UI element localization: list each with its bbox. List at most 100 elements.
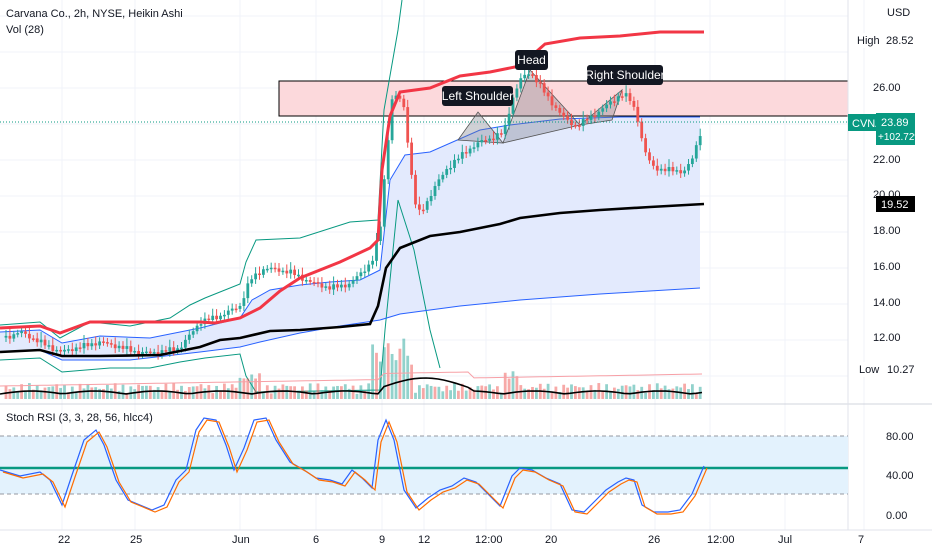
candle-body xyxy=(597,111,601,118)
candle-body xyxy=(620,96,624,98)
volume-bar xyxy=(145,385,148,399)
volume-bar xyxy=(234,387,238,399)
volume-bar xyxy=(601,390,605,399)
tick-26: 26.00 xyxy=(873,82,901,94)
volume-bar xyxy=(652,390,655,399)
volume-band-line xyxy=(0,371,703,387)
candle-body xyxy=(43,339,47,346)
red-trend-line xyxy=(0,30,704,335)
candle-body xyxy=(441,174,445,180)
volume-bar xyxy=(55,384,59,399)
candle-body xyxy=(515,88,519,98)
candle-body xyxy=(215,315,218,320)
candle-body xyxy=(577,125,581,127)
candle-body xyxy=(535,74,538,83)
candle-body xyxy=(129,346,133,352)
candle-body xyxy=(698,136,702,146)
right-shoulder-label: Right Shoulder xyxy=(585,65,665,85)
candle-body xyxy=(585,118,589,121)
candle-body xyxy=(628,93,632,101)
volume-bar xyxy=(429,385,433,399)
volume-bar xyxy=(406,355,410,399)
volume-bar xyxy=(558,392,562,399)
volume-bar xyxy=(98,388,101,399)
volume-bar xyxy=(152,389,156,399)
volume-bar xyxy=(250,374,254,399)
volume-bar xyxy=(273,385,277,399)
tick-22: 22.00 xyxy=(873,154,901,166)
volume-bar xyxy=(425,384,429,399)
volume-bar xyxy=(39,390,43,399)
time-label-25: 25 xyxy=(130,534,142,546)
volume-bar xyxy=(4,385,8,399)
candle-body xyxy=(632,100,636,107)
volume-bar xyxy=(297,390,300,399)
candle-body xyxy=(35,338,39,343)
candle-body xyxy=(312,281,316,284)
candle-body xyxy=(59,349,62,352)
time-label-26: 26 xyxy=(648,534,660,546)
volume-bar xyxy=(262,391,265,399)
candle-body xyxy=(593,115,597,118)
rsi-band xyxy=(0,436,848,494)
volume-bar xyxy=(503,372,507,399)
candle-body xyxy=(496,133,499,140)
candle-body xyxy=(250,279,254,284)
candle-body xyxy=(351,280,355,284)
candle-body xyxy=(4,335,8,338)
candle-body xyxy=(336,284,339,288)
candle-body xyxy=(219,315,222,320)
low-value: 10.27 xyxy=(887,364,915,376)
volume-bar xyxy=(632,384,636,399)
volume-bar xyxy=(238,377,242,399)
volume-bar xyxy=(94,387,98,399)
volume-bar xyxy=(527,389,530,399)
volume-bar xyxy=(219,391,222,399)
candle-body xyxy=(382,179,386,227)
volume-bar xyxy=(113,383,117,399)
time-label-7: 7 xyxy=(858,534,864,546)
candle-body xyxy=(390,99,394,141)
candle-body xyxy=(410,142,413,175)
candle-body xyxy=(499,133,503,135)
volume-bar xyxy=(16,391,20,399)
candle-body xyxy=(223,314,226,317)
volume-bar xyxy=(379,361,382,399)
volume-bar xyxy=(421,388,425,399)
candle-body xyxy=(683,170,686,174)
high-marker: High 28.52 xyxy=(851,33,914,48)
volume-bar xyxy=(168,391,172,399)
candle-body xyxy=(648,152,651,161)
candle-body xyxy=(601,108,605,112)
volume-bar xyxy=(667,389,671,399)
candle-body xyxy=(195,325,199,332)
price-change: +102.72% xyxy=(878,132,923,143)
candle-body xyxy=(47,345,51,347)
candle-body xyxy=(265,268,269,271)
volume-bar xyxy=(63,384,66,399)
volume-bar xyxy=(254,378,257,399)
volume-bar xyxy=(371,344,374,399)
candle-body xyxy=(184,339,187,348)
candle-body xyxy=(624,93,628,97)
candle-body xyxy=(39,339,43,343)
ma-value-badge: 19.52 xyxy=(876,196,915,212)
candle-body xyxy=(78,347,82,349)
candle-body xyxy=(86,343,90,347)
symbol-label: CVNA xyxy=(852,118,883,130)
candle-body xyxy=(226,310,230,315)
candle-body xyxy=(160,350,164,355)
candle-body xyxy=(437,179,441,187)
volume-bar xyxy=(336,385,339,399)
candle-body xyxy=(418,204,421,210)
candle-body xyxy=(644,138,647,153)
candle-body xyxy=(176,348,179,352)
candle-body xyxy=(359,272,363,277)
candle-body xyxy=(640,121,644,139)
volume-bar xyxy=(24,391,27,399)
candle-body xyxy=(191,331,195,335)
candle-body xyxy=(8,335,12,339)
candle-body xyxy=(675,170,679,172)
volume-bar xyxy=(628,386,632,399)
